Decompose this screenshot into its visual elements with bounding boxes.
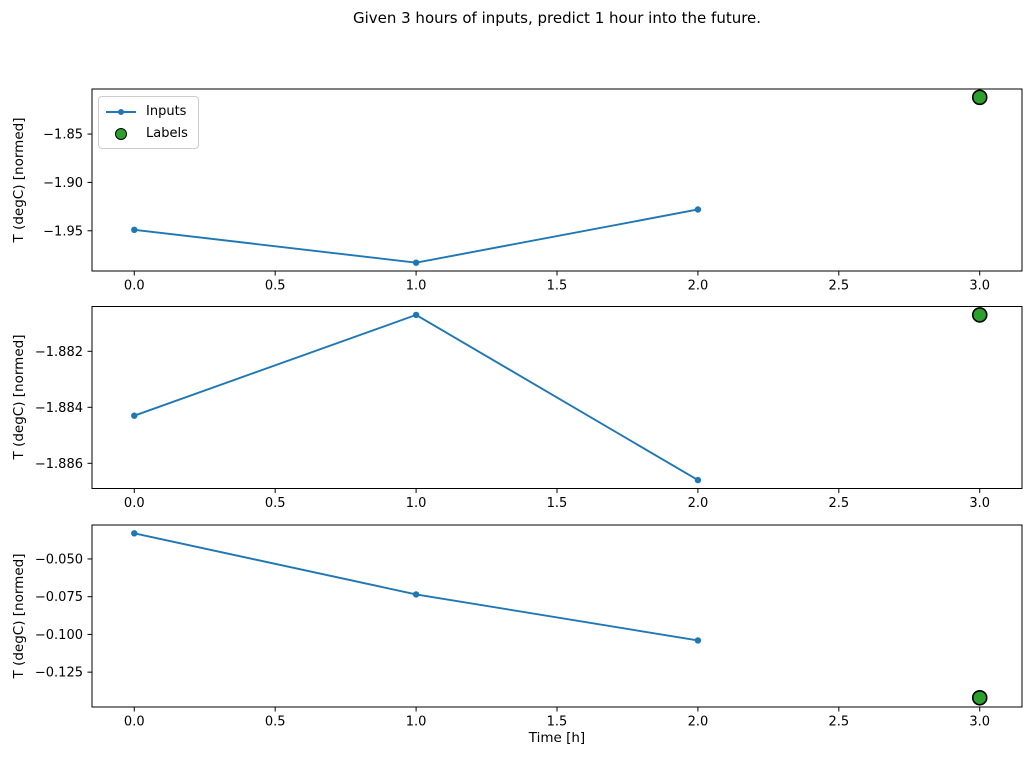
x-tick-label: 1.0 — [406, 715, 427, 730]
inputs-dot-sample — [118, 108, 124, 115]
subplot-3: 0.0 0.5 1.0 1.5 2.0 2.5 3.0 −0.050 −0.075 −0.100 −… — [35, 524, 1023, 730]
label-point — [971, 307, 988, 323]
legend-item-inputs: Inputs — [106, 102, 188, 121]
x-tick-label: 2.0 — [688, 279, 709, 294]
y-tick-label: −1.884 — [35, 401, 83, 416]
axes-frame — [91, 88, 1023, 272]
y-tick-label: −0.075 — [35, 590, 83, 605]
x-tick-label: 3.0 — [969, 279, 990, 294]
label-point — [971, 689, 988, 706]
input-point — [694, 476, 702, 484]
input-point — [694, 637, 702, 644]
y-tick-label: −1.886 — [35, 457, 83, 472]
legend-item-labels: Labels — [106, 124, 188, 143]
figure-title: Given 3 hours of inputs, predict 1 hour … — [352, 9, 762, 27]
input-point — [131, 226, 138, 234]
label-point — [971, 89, 988, 106]
x-tick-label: 0.5 — [265, 496, 286, 511]
labels-dot-sample — [115, 127, 127, 140]
y-tick-label: −1.90 — [43, 176, 83, 191]
y-tick-label: −1.882 — [35, 345, 83, 360]
y-tick-label: −1.95 — [43, 224, 83, 239]
input-point — [694, 206, 702, 213]
x-tick-label: 1.5 — [547, 715, 568, 730]
x-tick-label: 2.0 — [688, 496, 709, 511]
inputs-line-marker-icon — [106, 108, 136, 115]
x-tick-label: 0.5 — [265, 715, 286, 730]
x-tick-label: 1.5 — [547, 279, 568, 294]
x-tick-label: 2.5 — [828, 715, 849, 730]
labels-marker-icon — [106, 127, 136, 140]
y-tick-label: −0.050 — [35, 552, 83, 567]
x-tick-label: 1.0 — [406, 279, 427, 294]
input-point — [412, 259, 420, 266]
y-tick-label: −0.125 — [35, 666, 83, 681]
x-tick-label: 0.0 — [124, 715, 145, 730]
subplot-1: 0.0 0.5 1.0 1.5 2.0 2.5 3.0 −1.85 −1.90 −1.95 — [43, 88, 1023, 294]
x-axis-label: Time [h] — [528, 730, 586, 746]
legend-label-labels: Labels — [146, 126, 188, 141]
input-point — [412, 311, 420, 319]
legend-label-inputs: Inputs — [146, 104, 187, 119]
y-tick-label: −1.85 — [43, 128, 83, 143]
x-tick-label: 3.0 — [969, 496, 990, 511]
subplot-2: 0.0 0.5 1.0 1.5 2.0 2.5 3.0 −1.882 −1.884 −1.886 — [35, 306, 1023, 511]
y-tick-label: −0.100 — [35, 628, 83, 643]
x-tick-label: 2.5 — [828, 279, 849, 294]
legend: Inputs Labels — [98, 96, 199, 149]
inputs-line — [133, 208, 699, 264]
input-point — [131, 530, 138, 537]
x-tick-label: 2.5 — [828, 496, 849, 511]
x-tick-label: 1.0 — [406, 496, 427, 511]
inputs-line — [133, 532, 699, 642]
x-tick-label: 0.5 — [265, 279, 286, 294]
x-tick-label: 1.5 — [547, 496, 568, 511]
axes-frame — [91, 524, 1023, 708]
x-tick-label: 3.0 — [969, 715, 990, 730]
input-point — [412, 591, 420, 598]
x-tick-label: 0.0 — [124, 496, 145, 511]
input-point — [131, 412, 138, 419]
inputs-line — [133, 313, 699, 482]
x-tick-label: 0.0 — [124, 279, 145, 294]
x-tick-label: 2.0 — [688, 715, 709, 730]
